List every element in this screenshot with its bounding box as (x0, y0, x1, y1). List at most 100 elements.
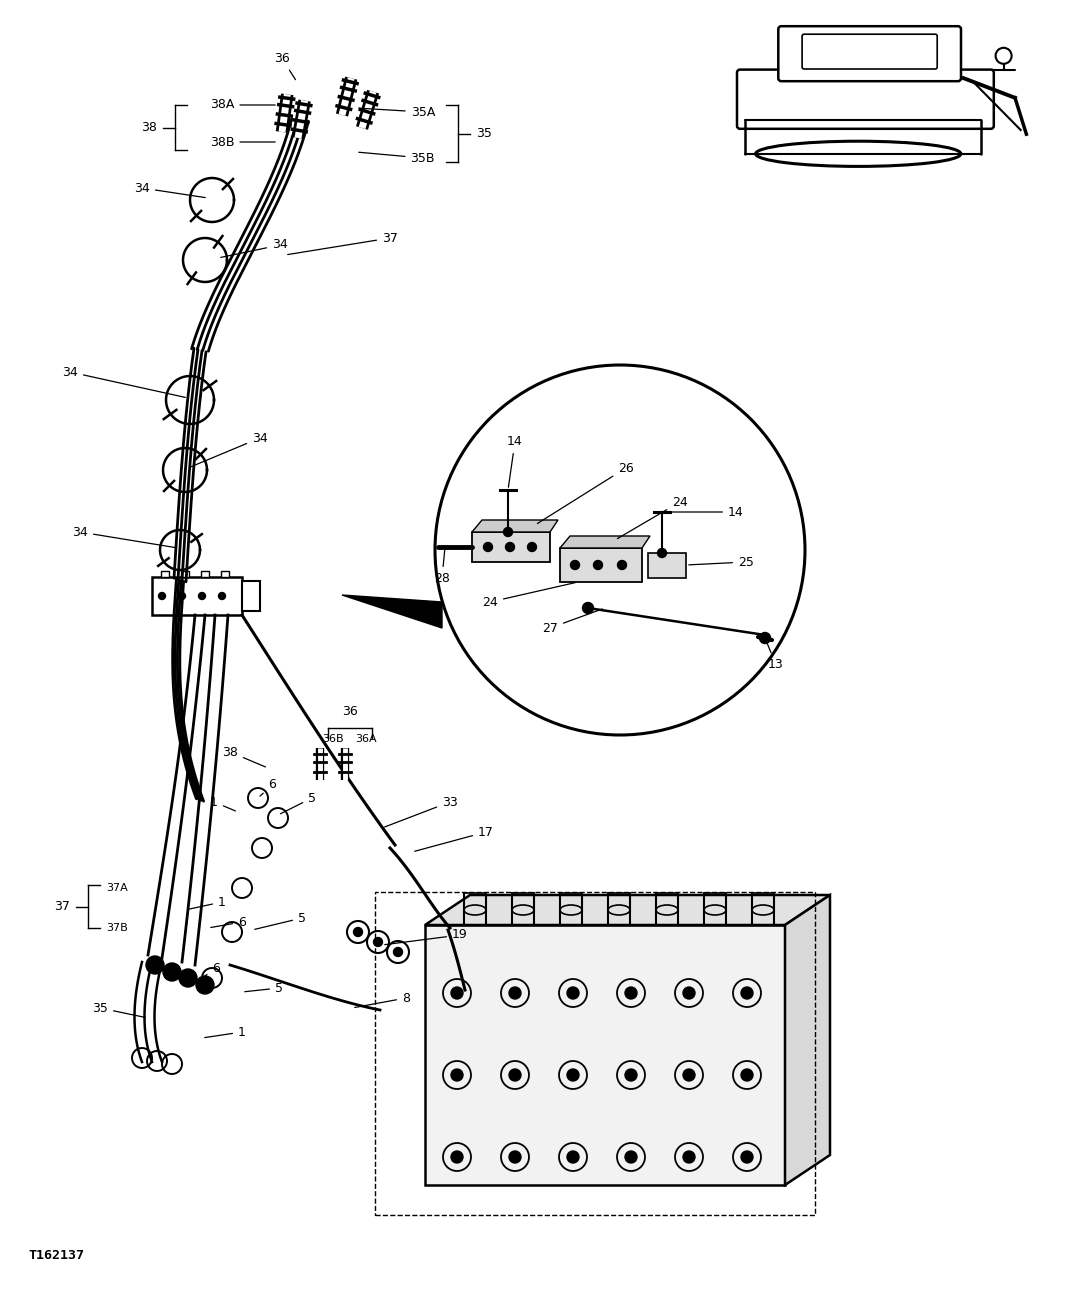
Circle shape (567, 1069, 579, 1082)
Circle shape (505, 542, 515, 551)
FancyBboxPatch shape (560, 549, 642, 582)
FancyBboxPatch shape (221, 571, 229, 577)
Text: 35: 35 (92, 1001, 145, 1018)
Circle shape (196, 976, 214, 994)
FancyBboxPatch shape (161, 571, 169, 577)
Text: 38: 38 (223, 745, 266, 767)
Circle shape (760, 633, 771, 644)
Text: 37: 37 (54, 900, 70, 913)
Text: 24: 24 (483, 582, 575, 608)
Circle shape (178, 593, 186, 599)
Text: 34: 34 (72, 525, 175, 547)
Circle shape (741, 1150, 752, 1164)
Text: 28: 28 (434, 550, 450, 585)
Circle shape (625, 1150, 637, 1164)
Circle shape (199, 593, 205, 599)
Text: 38: 38 (141, 121, 157, 134)
Text: 17: 17 (415, 826, 493, 852)
Text: 36: 36 (342, 705, 358, 718)
Text: 1: 1 (210, 796, 235, 811)
Circle shape (503, 528, 513, 537)
Polygon shape (342, 595, 442, 628)
Text: 5: 5 (245, 982, 283, 994)
Text: 38B: 38B (210, 135, 275, 148)
Circle shape (683, 987, 696, 998)
FancyBboxPatch shape (648, 552, 686, 578)
Circle shape (180, 968, 197, 987)
Polygon shape (785, 894, 830, 1186)
Circle shape (683, 1150, 696, 1164)
Circle shape (393, 948, 402, 957)
Text: 35B: 35B (359, 152, 435, 165)
Circle shape (484, 542, 492, 551)
FancyBboxPatch shape (201, 571, 209, 577)
Circle shape (508, 1150, 521, 1164)
Text: 6: 6 (211, 915, 246, 928)
FancyBboxPatch shape (802, 34, 937, 69)
Text: 36: 36 (274, 52, 296, 79)
Text: 6: 6 (204, 962, 220, 976)
Text: 27: 27 (542, 608, 602, 634)
Circle shape (528, 542, 536, 551)
Circle shape (567, 1150, 579, 1164)
Text: 5: 5 (281, 792, 316, 814)
Text: 1: 1 (188, 896, 226, 910)
Circle shape (617, 560, 627, 569)
Text: 19: 19 (385, 928, 468, 945)
Circle shape (683, 1069, 696, 1082)
Circle shape (741, 1069, 752, 1082)
Text: 25: 25 (689, 555, 754, 568)
Circle shape (452, 1150, 463, 1164)
Circle shape (435, 365, 805, 734)
Text: 34: 34 (220, 238, 288, 257)
FancyBboxPatch shape (181, 571, 189, 577)
Circle shape (567, 987, 579, 998)
Text: 36B: 36B (322, 734, 344, 744)
FancyBboxPatch shape (425, 926, 785, 1186)
Circle shape (625, 987, 637, 998)
Text: 38A: 38A (210, 99, 275, 112)
Circle shape (354, 927, 362, 936)
Text: 6: 6 (260, 779, 276, 796)
Text: 26: 26 (538, 462, 634, 524)
Text: 24: 24 (617, 495, 688, 538)
Text: 14: 14 (664, 506, 744, 519)
FancyBboxPatch shape (152, 577, 242, 615)
Text: 33: 33 (385, 796, 458, 827)
Polygon shape (560, 536, 650, 549)
Text: 34: 34 (190, 432, 268, 467)
Circle shape (158, 593, 166, 599)
Text: 36A: 36A (355, 734, 376, 744)
Text: 37A: 37A (106, 883, 128, 893)
Circle shape (571, 560, 579, 569)
Text: 8: 8 (355, 992, 410, 1008)
Text: 37: 37 (288, 231, 398, 255)
Text: 34: 34 (62, 365, 185, 398)
Circle shape (452, 987, 463, 998)
Text: 35A: 35A (359, 105, 435, 118)
Circle shape (146, 956, 164, 974)
Text: T162137: T162137 (28, 1249, 84, 1262)
Circle shape (508, 1069, 521, 1082)
Polygon shape (425, 894, 830, 926)
Text: 1: 1 (204, 1026, 246, 1039)
Text: 37B: 37B (106, 923, 128, 933)
FancyBboxPatch shape (778, 26, 961, 81)
Text: 35: 35 (476, 127, 492, 140)
Circle shape (508, 987, 521, 998)
Text: 34: 34 (134, 182, 205, 198)
FancyBboxPatch shape (737, 70, 993, 129)
Circle shape (658, 549, 666, 558)
Text: 13: 13 (766, 641, 784, 671)
Polygon shape (472, 520, 558, 532)
FancyBboxPatch shape (472, 532, 550, 562)
Circle shape (218, 593, 226, 599)
Circle shape (593, 560, 602, 569)
FancyBboxPatch shape (242, 581, 260, 611)
Text: 5: 5 (255, 911, 306, 930)
Circle shape (373, 937, 383, 946)
Circle shape (741, 987, 752, 998)
Circle shape (625, 1069, 637, 1082)
Circle shape (583, 602, 593, 614)
Circle shape (163, 963, 181, 982)
